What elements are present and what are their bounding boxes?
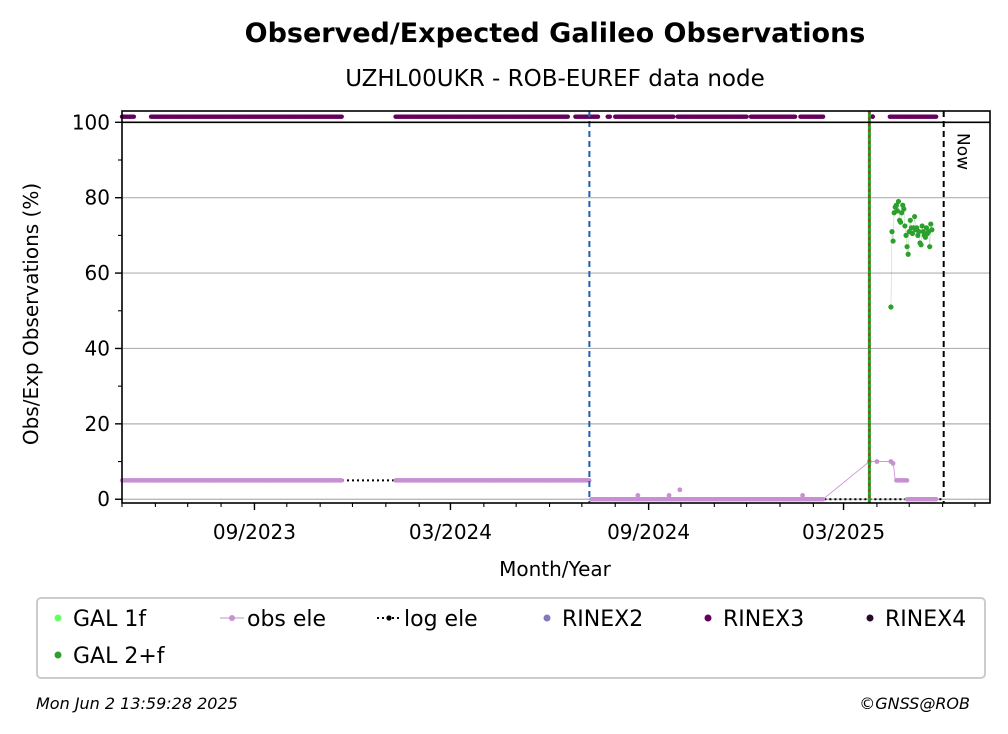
legend-marker bbox=[54, 651, 62, 659]
gal-2f-point bbox=[899, 210, 905, 216]
gal-2f-point bbox=[903, 232, 909, 238]
legend-label: RINEX3 bbox=[723, 607, 804, 632]
footer-copyright: ©GNSS@ROB bbox=[859, 694, 970, 713]
gal-2f-point bbox=[929, 227, 935, 233]
gal-2f-point bbox=[928, 221, 934, 227]
legend-item: log ele bbox=[377, 607, 478, 632]
x-tick-label: 03/2025 bbox=[802, 520, 885, 544]
legend-item: GAL 1f bbox=[54, 607, 147, 632]
gal-2f-point bbox=[901, 206, 907, 212]
legend-label: GAL 2+f bbox=[73, 644, 166, 669]
gal-2f-point bbox=[893, 202, 899, 208]
rinex3-point bbox=[595, 114, 601, 119]
chart-title: Observed/Expected Galileo Observations bbox=[245, 18, 866, 49]
gal-2f-point bbox=[916, 229, 922, 235]
rinex3-point bbox=[131, 114, 137, 119]
legend-item: RINEX2 bbox=[543, 607, 643, 632]
gal-2f-point bbox=[894, 208, 900, 214]
rinex3-point bbox=[820, 114, 826, 119]
gal-2f-point bbox=[889, 229, 895, 235]
y-tick-label: 100 bbox=[72, 110, 110, 134]
y-tick-label: 60 bbox=[85, 261, 110, 285]
legend-marker bbox=[54, 614, 62, 622]
gal-2f-point bbox=[904, 244, 910, 250]
rinex3-point bbox=[607, 114, 613, 119]
obs-ele-line bbox=[822, 461, 896, 500]
gal-2f-point bbox=[909, 230, 916, 237]
gal-2f-point bbox=[922, 234, 928, 240]
legend-item: obs ele bbox=[220, 607, 326, 632]
gal-2f-point bbox=[898, 219, 904, 225]
obs-ele-point bbox=[666, 493, 672, 498]
obs-ele-point bbox=[820, 497, 826, 502]
y-tick-label: 20 bbox=[85, 412, 110, 436]
legend-label: log ele bbox=[404, 607, 478, 632]
legend-label: RINEX2 bbox=[562, 607, 643, 632]
y-tick-label: 40 bbox=[85, 336, 110, 360]
x-axis-label: Month/Year bbox=[499, 557, 612, 581]
obs-ele-point bbox=[587, 478, 592, 483]
y-tick-label: 0 bbox=[97, 487, 110, 511]
y-tick-label: 80 bbox=[85, 186, 110, 210]
legend-label: RINEX4 bbox=[885, 607, 966, 632]
obs-ele-point bbox=[635, 493, 641, 498]
gal-2f-point bbox=[895, 198, 902, 205]
legend-marker bbox=[229, 615, 235, 621]
x-tick-label: 09/2024 bbox=[607, 520, 690, 544]
legend-label: obs ele bbox=[247, 607, 326, 632]
legend: GAL 1f obs ele log ele RINEX2 RINEX3 RINEX4 GA… bbox=[36, 597, 986, 679]
obs-ele-point bbox=[890, 461, 896, 466]
legend-marker bbox=[543, 614, 551, 622]
rinex3-point bbox=[671, 114, 676, 119]
obs-ele-point bbox=[933, 497, 939, 502]
legend-marker bbox=[866, 614, 874, 622]
rinex3-point bbox=[870, 114, 876, 120]
gal-2f-point bbox=[912, 213, 918, 220]
gal-2f-point bbox=[914, 225, 920, 231]
gal-2f-point bbox=[923, 225, 930, 231]
rinex3-point bbox=[339, 114, 344, 119]
rinex3-point bbox=[744, 114, 749, 119]
rinex3-point bbox=[933, 114, 939, 119]
legend-marker bbox=[386, 615, 392, 621]
gal-2f-point bbox=[919, 223, 925, 229]
gal-2f-line bbox=[890, 201, 933, 308]
legend-frame bbox=[36, 597, 986, 679]
x-tick-label: 03/2024 bbox=[409, 520, 492, 544]
obs-ele-point bbox=[904, 478, 910, 483]
plot-frame bbox=[121, 110, 991, 504]
y-axis-label: Obs/Exp Observations (%) bbox=[19, 183, 43, 445]
gal-2f-point bbox=[902, 223, 908, 229]
footer-timestamp: Mon Jun 2 13:59:28 2025 bbox=[36, 694, 238, 713]
rinex3-point bbox=[565, 114, 571, 119]
x-tick-label: 09/2023 bbox=[213, 520, 296, 544]
legend-item: GAL 2+f bbox=[54, 644, 166, 669]
obs-ele-point bbox=[800, 493, 806, 498]
legend-item: RINEX4 bbox=[866, 607, 966, 632]
gal-2f-point bbox=[888, 304, 894, 310]
now-label: Now bbox=[953, 133, 973, 170]
gal-2f-point bbox=[905, 251, 911, 257]
gal-2f-point bbox=[927, 244, 933, 250]
rinex3-point bbox=[792, 114, 798, 119]
legend-item: RINEX3 bbox=[704, 607, 804, 632]
chart-subtitle: UZHL00UKR - ROB-EUREF data node bbox=[345, 66, 764, 92]
obs-ele-point bbox=[874, 459, 880, 464]
legend-marker bbox=[704, 614, 712, 622]
obs-ele-point bbox=[677, 487, 683, 493]
gal-2f-point bbox=[890, 238, 896, 244]
obs-ele-point bbox=[339, 478, 344, 483]
gal-2f-point bbox=[918, 242, 924, 248]
gal-2f-point bbox=[907, 217, 913, 223]
legend-label: GAL 1f bbox=[73, 607, 147, 632]
plot-area: Now 0 20 40 60 80 100 09/2023 03/2024 09/2024 03/2… bbox=[72, 110, 991, 544]
